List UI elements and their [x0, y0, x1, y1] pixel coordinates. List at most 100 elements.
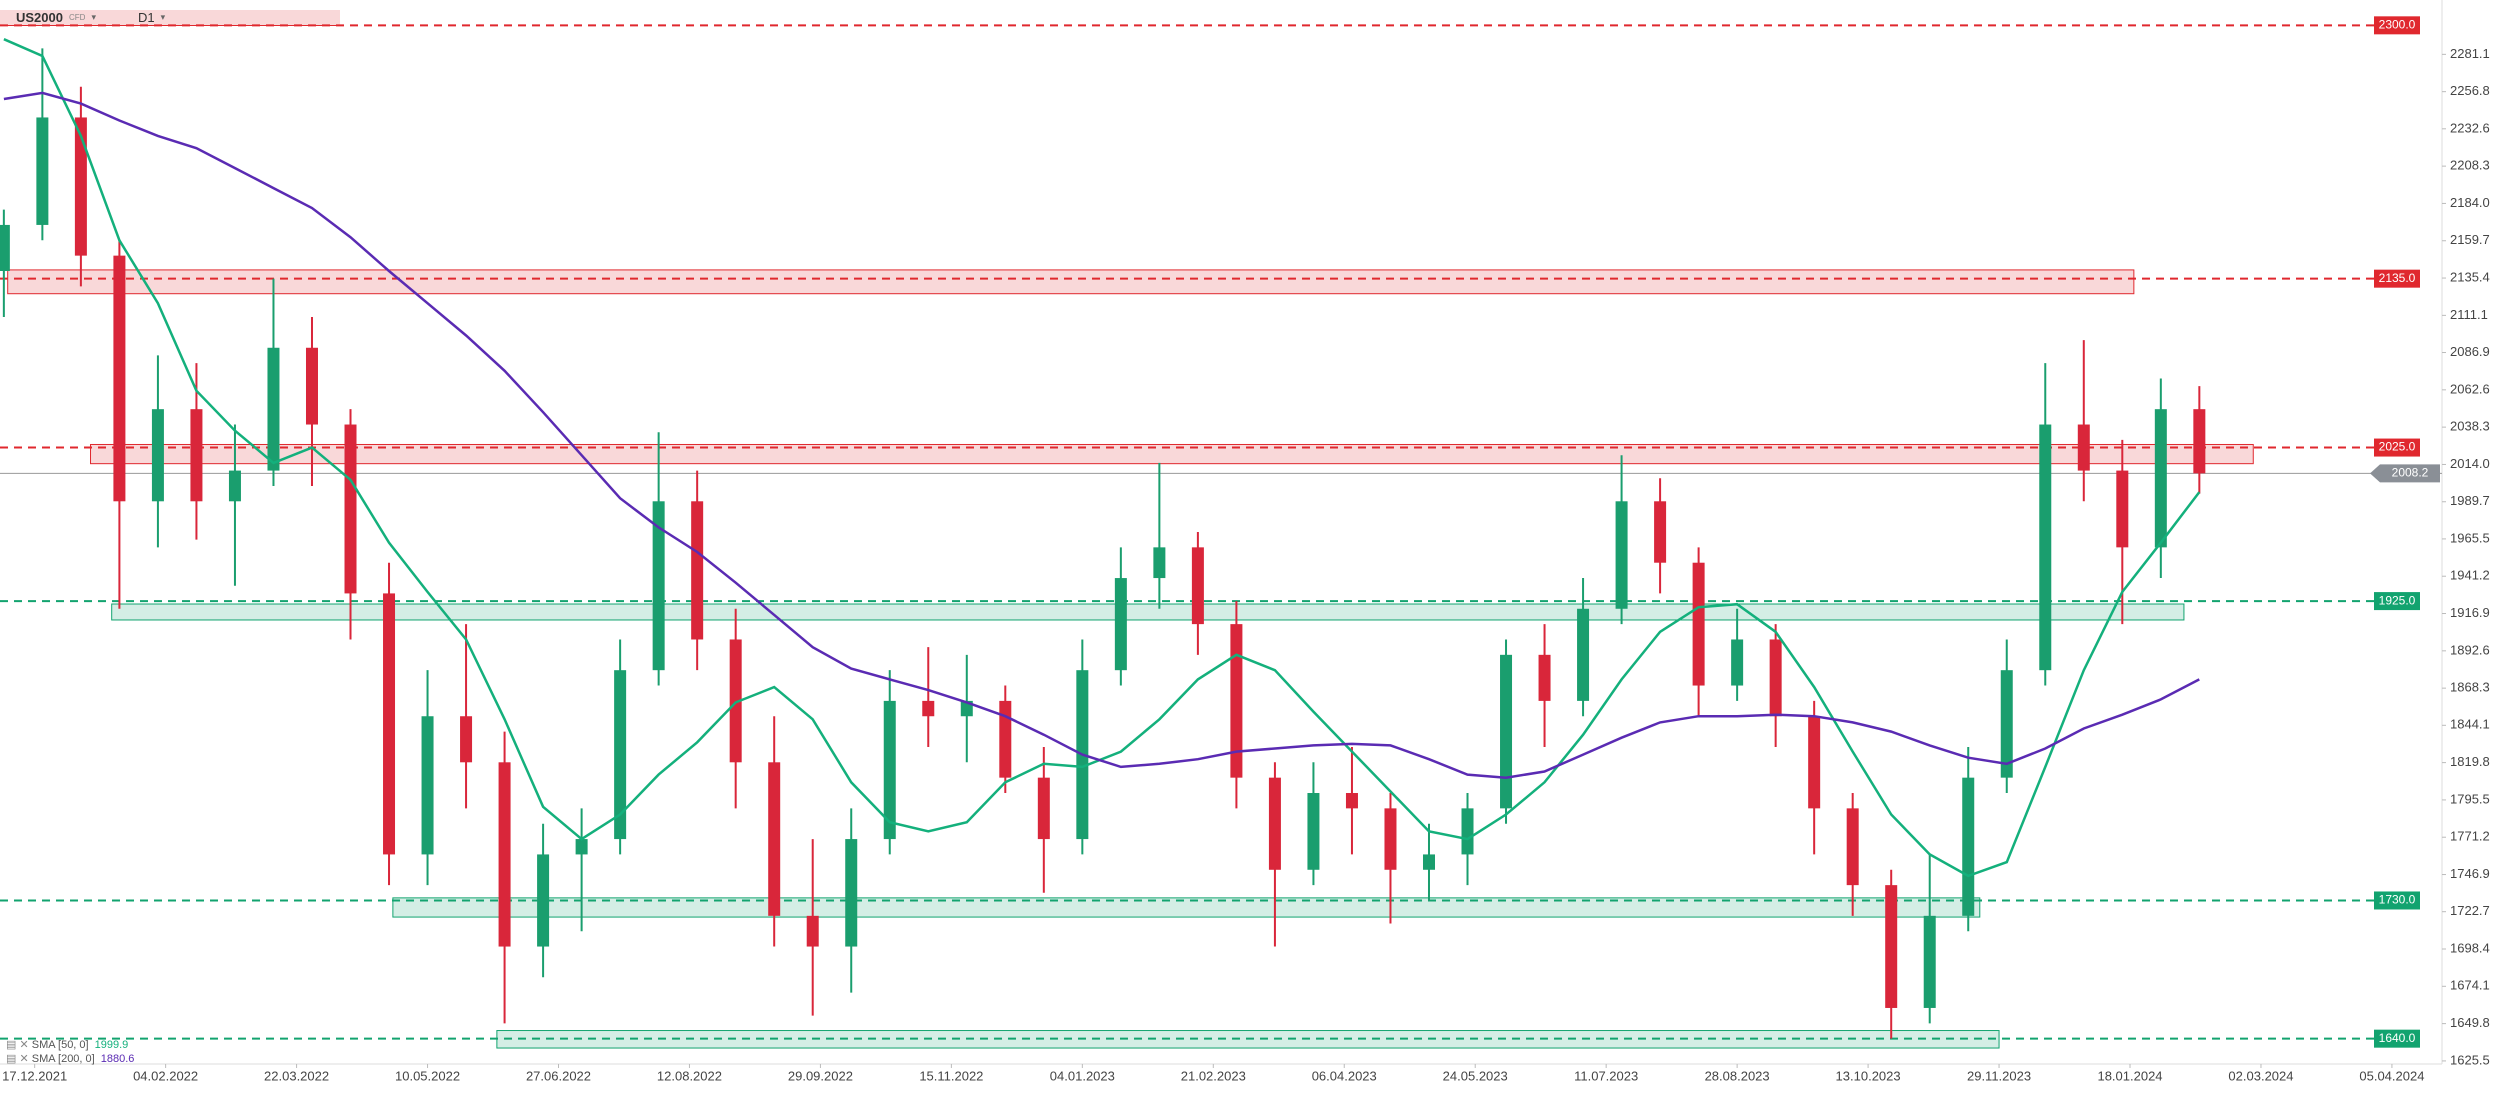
x-tick-label: 05.04.2024: [2359, 1068, 2424, 1083]
x-tick-label: 24.05.2023: [1443, 1068, 1508, 1083]
candle-body: [806, 915, 819, 947]
x-tick-label: 28.08.2023: [1705, 1068, 1770, 1083]
dropdown-arrow[interactable]: ▾: [160, 12, 166, 22]
x-tick-label: 29.09.2022: [788, 1068, 853, 1083]
candles: [0, 48, 2206, 1039]
y-tick-label: 1625.5: [2450, 1052, 2490, 1067]
candle-body: [768, 762, 781, 916]
legend-icons[interactable]: ▤ ✕: [6, 1053, 32, 1065]
candle-body: [305, 347, 318, 425]
candle-body: [1307, 793, 1320, 870]
y-tick-label: 1941.2: [2450, 568, 2490, 583]
y-tick-label: 1746.9: [2450, 866, 2490, 881]
candle-body: [1615, 501, 1628, 609]
candle-body: [383, 593, 396, 855]
candle-body: [36, 117, 49, 225]
y-tick-label: 1722.7: [2450, 903, 2490, 918]
candle-body: [2116, 470, 2129, 548]
y-tick-label: 2232.6: [2450, 120, 2490, 135]
level-badge: [2374, 438, 2420, 457]
y-tick-label: 1989.7: [2450, 493, 2490, 508]
candle-body: [1345, 793, 1358, 809]
instrument-header[interactable]: US2000 CFD ▾ D1 ▾: [0, 10, 340, 26]
candle-body: [2039, 424, 2052, 671]
current-price-label: 2008.2: [2392, 466, 2429, 480]
level-zone: [392, 897, 1981, 918]
x-tick-label: 06.04.2023: [1312, 1068, 1377, 1083]
candle-body: [1962, 777, 1975, 916]
y-tick-label: 2184.0: [2450, 195, 2490, 210]
legend-entry[interactable]: ▤ ✕ SMA [200, 0] 1880.6: [6, 1052, 134, 1066]
candle-body: [922, 700, 935, 717]
current-price-badge: [2370, 464, 2440, 483]
y-tick-label: 2135.4: [2450, 269, 2490, 284]
candle-body: [1885, 885, 1898, 1008]
candle-body: [421, 716, 434, 855]
candle-body: [2154, 409, 2167, 548]
candle-body: [74, 117, 87, 256]
x-tick-label: 04.02.2022: [133, 1068, 198, 1083]
y-tick-label: 1868.3: [2450, 680, 2490, 695]
legend-icons[interactable]: ▤ ✕: [6, 1039, 32, 1051]
candle-body: [1923, 915, 1936, 1008]
y-tick-label: 2062.6: [2450, 381, 2490, 396]
y-tick-label: 2281.1: [2450, 46, 2490, 61]
candle-body: [1422, 854, 1435, 870]
level-badge: [2374, 269, 2420, 288]
y-tick-label: 1965.5: [2450, 530, 2490, 545]
candle-body: [190, 409, 203, 502]
candle-body: [1191, 547, 1204, 625]
y-tick-label: 2256.8: [2450, 83, 2490, 98]
level-label: 2025.0: [2379, 440, 2416, 454]
legend-entry[interactable]: ▤ ✕ SMA [50, 0] 1999.9: [6, 1038, 134, 1052]
indicator-legend: ▤ ✕ SMA [50, 0] 1999.9 ▤ ✕ SMA [200, 0] 188…: [6, 1038, 134, 1066]
y-tick-label: 1844.1: [2450, 717, 2490, 732]
level-badge: [2374, 1029, 2420, 1048]
candle-body: [537, 854, 550, 947]
y-tick-label: 1795.5: [2450, 791, 2490, 806]
candle-body: [1114, 578, 1127, 671]
level-zone: [90, 443, 2254, 465]
candle-body: [575, 839, 588, 855]
x-tick-label: 15.11.2022: [919, 1068, 983, 1083]
timeframe[interactable]: D1: [137, 10, 155, 25]
legend-value: 1999.9: [94, 1039, 129, 1051]
candle-body: [1230, 624, 1243, 778]
candle-body: [498, 762, 511, 947]
candle-body: [1153, 547, 1166, 579]
level-badge: [2374, 16, 2420, 35]
x-tick-label: 21.02.2023: [1181, 1068, 1246, 1083]
candle-body: [0, 224, 10, 271]
symbol[interactable]: US2000: [16, 10, 63, 25]
y-tick-label: 1771.2: [2450, 829, 2490, 844]
x-tick-label: 27.06.2022: [526, 1068, 591, 1083]
sma-line: [3, 91, 2200, 779]
candle-body: [999, 700, 1012, 778]
y-tick-label: 1674.1: [2450, 978, 2490, 993]
level-label: 2135.0: [2379, 271, 2416, 285]
level-zone: [7, 269, 2135, 295]
candle-body: [614, 670, 627, 840]
candle-body: [1846, 808, 1859, 886]
candle-body: [845, 839, 858, 947]
x-tick-label: 02.03.2024: [2228, 1068, 2293, 1083]
y-tick-label: 1916.9: [2450, 605, 2490, 620]
y-tick-label: 2038.3: [2450, 419, 2490, 434]
dropdown-arrow[interactable]: ▾: [91, 12, 96, 22]
candle-body: [1654, 501, 1667, 563]
level-badge: [2374, 592, 2420, 611]
x-tick-label: 17.12.2021: [2, 1068, 67, 1083]
level-label: 1925.0: [2379, 593, 2416, 607]
y-tick-label: 2208.3: [2450, 158, 2490, 173]
candle-body: [729, 639, 742, 763]
candle-body: [460, 716, 473, 763]
candle-body: [1461, 808, 1474, 855]
candle-body: [1268, 777, 1281, 870]
candle-body: [267, 347, 280, 471]
x-tick-label: 22.03.2022: [264, 1068, 329, 1083]
level-label: 2300.0: [2379, 18, 2416, 32]
y-tick-label: 2014.0: [2450, 456, 2490, 471]
candle-body: [691, 501, 704, 640]
y-tick-label: 2086.9: [2450, 344, 2490, 359]
